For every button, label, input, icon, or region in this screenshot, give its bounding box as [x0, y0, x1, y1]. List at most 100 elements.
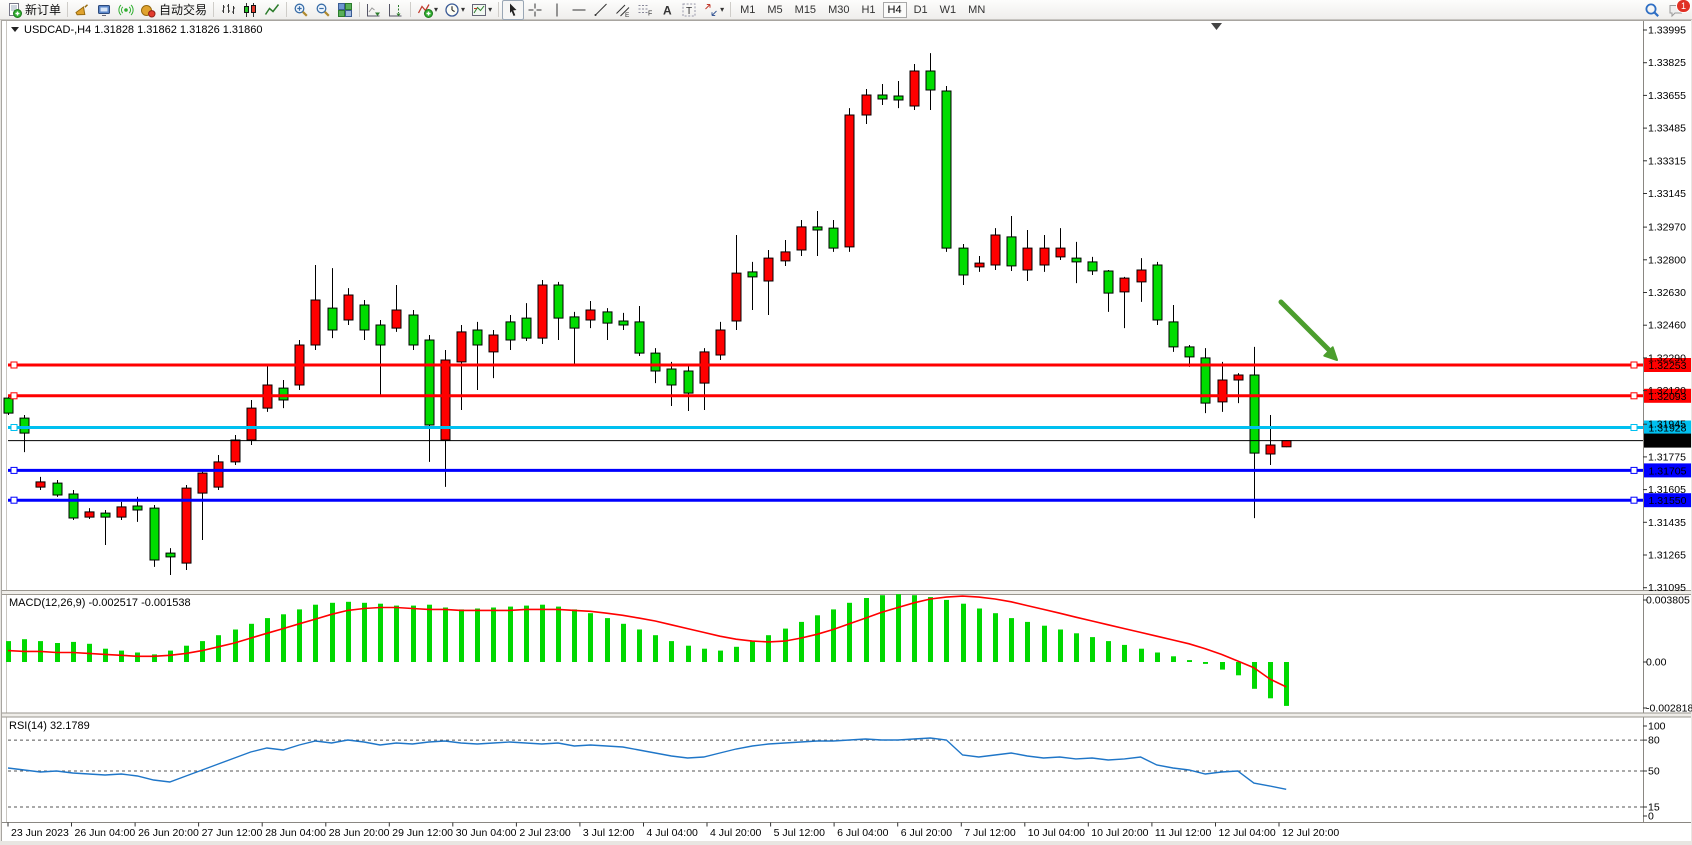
candle[interactable] [1055, 247, 1066, 258]
candle[interactable] [780, 251, 791, 262]
candle[interactable] [100, 512, 111, 518]
line-anchor[interactable] [1630, 466, 1638, 474]
candle[interactable] [132, 505, 143, 511]
arrow-shaft[interactable] [1278, 299, 1332, 353]
new-order-button[interactable]: 新订单 [3, 0, 64, 20]
templates-button[interactable]: ▾ [468, 0, 495, 20]
candle[interactable] [116, 506, 127, 518]
candle[interactable] [1152, 264, 1163, 321]
candle[interactable] [812, 226, 823, 231]
line-anchor[interactable] [10, 424, 18, 431]
candle[interactable] [861, 94, 872, 116]
candle[interactable] [213, 461, 224, 488]
candle[interactable] [310, 299, 321, 346]
candle[interactable] [278, 387, 289, 401]
candle[interactable] [1217, 379, 1228, 403]
candles-chart-button[interactable] [239, 0, 261, 20]
line-anchor[interactable] [10, 496, 18, 504]
candle[interactable] [1281, 440, 1292, 448]
candle[interactable] [68, 493, 79, 519]
candle[interactable] [149, 507, 160, 561]
search-button[interactable] [1644, 2, 1660, 18]
candle[interactable] [1039, 247, 1050, 266]
candle[interactable] [990, 234, 1001, 266]
tf-d1-button[interactable]: D1 [913, 3, 928, 16]
candle[interactable] [440, 359, 451, 441]
line-anchor[interactable] [1630, 361, 1638, 369]
candle[interactable] [1022, 247, 1033, 271]
candle[interactable] [796, 226, 807, 251]
candle[interactable] [505, 321, 516, 341]
candle[interactable] [974, 262, 985, 268]
candle[interactable] [1265, 444, 1276, 455]
candle[interactable] [958, 247, 969, 276]
candle[interactable] [1006, 236, 1017, 267]
candle[interactable] [472, 329, 483, 346]
candle[interactable] [893, 95, 904, 101]
line-anchor[interactable] [10, 361, 18, 369]
candle[interactable] [1136, 269, 1147, 283]
candle[interactable] [424, 339, 435, 426]
candle[interactable] [343, 294, 354, 321]
community-button[interactable]: 1 [1668, 0, 1691, 18]
line-anchor[interactable] [10, 466, 18, 474]
separator-macd-rsi[interactable] [2, 713, 1691, 717]
candle[interactable] [634, 321, 645, 354]
candle[interactable] [456, 331, 467, 363]
candle[interactable] [747, 271, 758, 278]
chart-shift-marker[interactable] [1211, 23, 1222, 30]
candle[interactable] [375, 324, 386, 346]
candle[interactable] [731, 272, 742, 322]
channel-button[interactable]: E [612, 0, 634, 20]
candle[interactable] [553, 284, 564, 319]
tf-m1-button[interactable]: M1 [740, 3, 756, 16]
line-anchor[interactable] [1630, 424, 1638, 431]
candle[interactable] [1184, 346, 1195, 358]
candle[interactable] [683, 370, 694, 394]
candle[interactable] [909, 70, 920, 107]
candle[interactable] [941, 90, 952, 249]
cursor-button[interactable] [502, 0, 525, 20]
fibonacci-button[interactable]: F [634, 0, 656, 20]
announcement-button[interactable] [71, 0, 93, 20]
tf-m30-button[interactable]: M30 [828, 3, 850, 16]
candle[interactable] [181, 487, 192, 564]
candle[interactable] [165, 552, 176, 558]
candle[interactable] [569, 316, 580, 329]
candle[interactable] [650, 352, 661, 372]
line-anchor[interactable] [1630, 392, 1638, 400]
auto-scroll-button[interactable] [363, 0, 385, 20]
candle[interactable] [246, 407, 257, 441]
candle[interactable] [391, 309, 402, 329]
candle[interactable] [359, 304, 370, 331]
tf-m15-button[interactable]: M15 [794, 3, 817, 16]
candle[interactable] [537, 284, 548, 339]
candle[interactable] [666, 368, 677, 386]
text-label-button[interactable]: T [678, 0, 700, 20]
candle[interactable] [828, 227, 839, 249]
periods-button[interactable]: ▾ [441, 0, 468, 20]
candle[interactable] [1103, 270, 1114, 294]
bars-chart-button[interactable] [217, 0, 239, 20]
vline-button[interactable] [546, 0, 568, 20]
indicators-button[interactable]: ▾ [414, 0, 441, 20]
tf-m5-button[interactable]: M5 [767, 3, 783, 16]
zoom-out-button[interactable] [312, 0, 334, 20]
line-chart-button[interactable] [261, 0, 283, 20]
candle[interactable] [1200, 357, 1211, 404]
candle[interactable] [1071, 257, 1082, 263]
candle[interactable] [602, 311, 613, 324]
line-anchor[interactable] [10, 392, 18, 400]
candle[interactable] [585, 309, 596, 321]
candle[interactable] [925, 70, 936, 91]
candle[interactable] [35, 481, 46, 488]
candle[interactable] [844, 114, 855, 248]
tf-h1-button[interactable]: H1 [861, 3, 876, 16]
candle[interactable] [1119, 277, 1130, 293]
candle[interactable] [877, 94, 888, 100]
chart-shift-button[interactable] [385, 0, 407, 20]
crosshair-button[interactable] [524, 0, 546, 20]
candle[interactable] [230, 439, 241, 463]
candle[interactable] [327, 307, 338, 331]
tf-w1-button[interactable]: W1 [939, 3, 957, 16]
